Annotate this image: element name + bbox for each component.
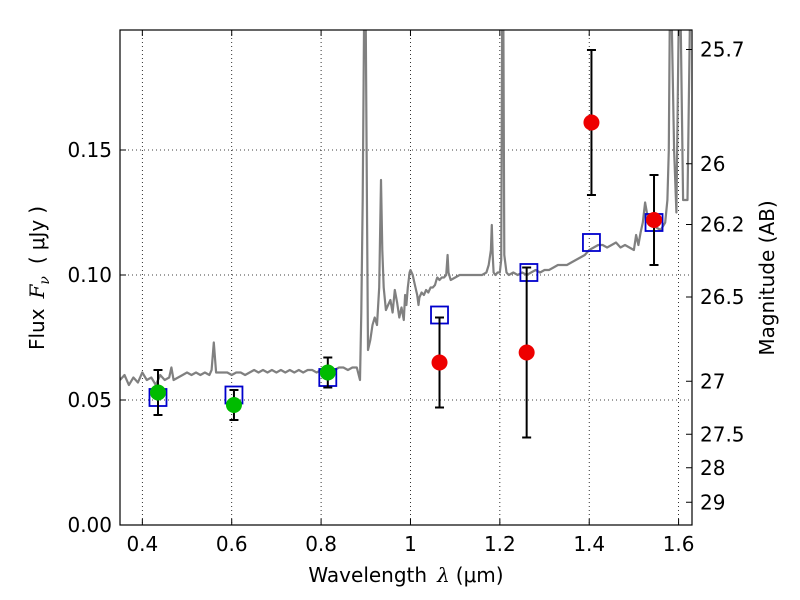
x-tick-label: 1.6 [663, 532, 695, 556]
y-tick-label: 0.15 [67, 138, 112, 162]
nir-data-point [431, 354, 448, 371]
x-tick-label: 0.8 [305, 532, 337, 556]
plot-frame [119, 29, 693, 526]
y-tick-label: 0.10 [67, 263, 112, 287]
y-axis-title: FluxFν(μJy) [25, 206, 53, 350]
model-photometry-square [519, 263, 539, 282]
x-tick-label: 1 [404, 532, 417, 556]
x-tick-label: 1.2 [484, 532, 516, 556]
magnitude-tick-label: 26.2 [700, 213, 745, 237]
model-sed-line [120, 30, 691, 387]
magnitude-tick-label: 27 [700, 369, 725, 393]
nir-data-point [518, 344, 535, 361]
magnitude-tick-label: 27.5 [700, 422, 745, 446]
plot-area [120, 30, 691, 439]
magnitude-tick-label: 28 [700, 456, 725, 480]
magnitude-tick-label: 26.5 [700, 285, 745, 309]
nir-data-point [646, 212, 663, 228]
x-tick-label: 0.4 [126, 532, 158, 556]
y-tick-label: 0.05 [67, 388, 112, 412]
model-photometry-square [582, 233, 601, 252]
x-tick-label: 1.4 [573, 532, 605, 556]
axis-ticks [120, 30, 692, 526]
optical-data-point [225, 397, 242, 413]
magnitude-axis-title: Magnitude (AB) [755, 200, 779, 355]
magnitude-tick-label: 29 [700, 490, 725, 514]
x-axis-title: Wavelength λ (μm) [308, 563, 503, 587]
nir-data-point [583, 114, 600, 131]
magnitude-tick-label: 25.7 [700, 38, 745, 62]
y-tick-label: 0.00 [67, 513, 112, 537]
magnitude-tick-label: 26 [700, 152, 725, 176]
tick-labels: 0.4 0.6 0.8 1 1.2 1.4 1.6 0.00 0.05 0.10 0.15 25.7 2… [67, 38, 744, 557]
optical-data-point [149, 384, 166, 401]
x-tick-label: 0.6 [216, 532, 248, 556]
optical-data-point [319, 364, 336, 381]
grid-lines [120, 30, 692, 525]
